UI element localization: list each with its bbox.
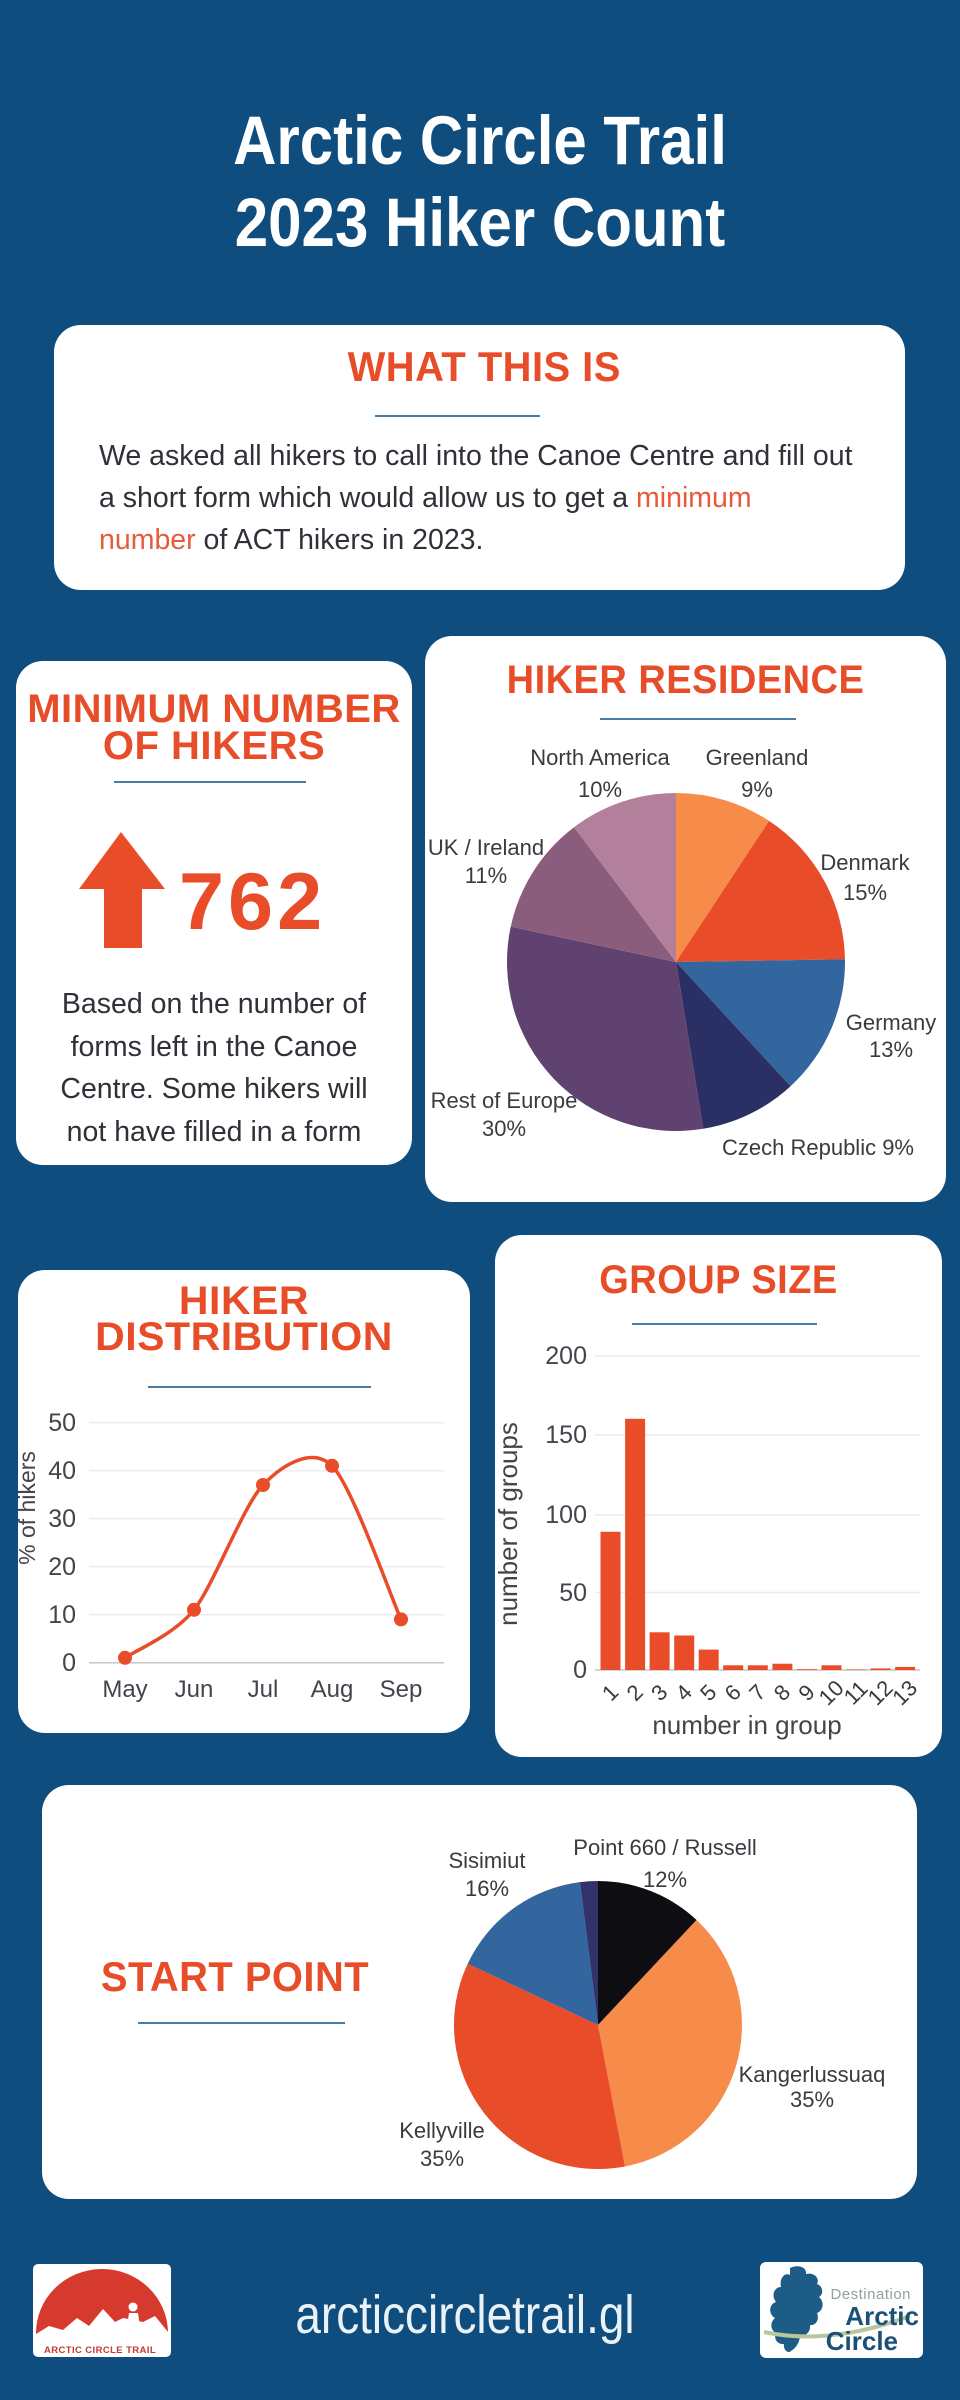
svg-text:20: 20 (48, 1553, 76, 1581)
svg-text:16%: 16% (465, 1876, 509, 1901)
svg-text:12%: 12% (643, 1867, 687, 1892)
svg-text:30%: 30% (482, 1116, 526, 1141)
svg-text:35%: 35% (790, 2087, 834, 2112)
svg-text:10: 10 (48, 1601, 76, 1629)
svg-text:Germany: Germany (846, 1010, 936, 1035)
svg-text:50: 50 (559, 1579, 587, 1607)
svg-text:11%: 11% (465, 863, 507, 888)
svg-text:5: 5 (695, 1679, 721, 1705)
svg-text:200: 200 (545, 1342, 587, 1370)
svg-text:15%: 15% (843, 880, 887, 905)
svg-text:0: 0 (573, 1656, 587, 1684)
svg-text:Sep: Sep (380, 1676, 423, 1703)
svg-text:3: 3 (646, 1679, 672, 1705)
svg-text:100: 100 (545, 1501, 587, 1529)
svg-text:Jun: Jun (175, 1676, 214, 1703)
svg-text:Arctic: Arctic (845, 2301, 919, 2331)
svg-text:7: 7 (744, 1679, 770, 1705)
svg-text:13%: 13% (869, 1037, 913, 1062)
svg-text:Destination: Destination (830, 2286, 911, 2303)
svg-text:ARCTIC CIRCLE TRAIL: ARCTIC CIRCLE TRAIL (44, 2345, 156, 2356)
svg-text:North America: North America (530, 745, 670, 770)
svg-text:Kangerlussuaq: Kangerlussuaq (739, 2062, 886, 2087)
svg-text:Czech Republic 9%: Czech Republic 9% (722, 1135, 914, 1160)
svg-text:50: 50 (48, 1409, 76, 1437)
svg-text:2: 2 (622, 1679, 648, 1705)
svg-text:number of groups: number of groups (495, 1422, 523, 1626)
svg-text:UK / Ireland: UK / Ireland (428, 835, 544, 860)
svg-text:Point 660 / Russell: Point 660 / Russell (573, 1835, 756, 1860)
svg-text:Aug: Aug (311, 1676, 354, 1703)
svg-text:% of hikers: % of hikers (18, 1451, 40, 1565)
svg-text:8: 8 (769, 1679, 795, 1705)
svg-text:Circle: Circle (826, 2326, 898, 2356)
svg-text:150: 150 (545, 1421, 587, 1449)
svg-text:May: May (102, 1676, 147, 1703)
svg-text:9%: 9% (741, 777, 773, 802)
svg-text:Kellyville: Kellyville (399, 2118, 485, 2143)
svg-text:1: 1 (597, 1679, 623, 1705)
svg-text:4: 4 (671, 1679, 697, 1705)
svg-text:Greenland: Greenland (706, 745, 809, 770)
svg-text:number in group: number in group (652, 1710, 841, 1740)
svg-text:Denmark: Denmark (820, 850, 910, 875)
svg-text:13: 13 (887, 1675, 922, 1710)
svg-text:0: 0 (62, 1649, 76, 1677)
svg-text:Sisimiut: Sisimiut (448, 1848, 525, 1873)
svg-text:6: 6 (720, 1679, 746, 1705)
svg-text:30: 30 (48, 1505, 76, 1533)
svg-text:Jul: Jul (248, 1676, 279, 1703)
svg-text:Rest of Europe: Rest of Europe (431, 1088, 578, 1113)
svg-text:40: 40 (48, 1457, 76, 1485)
svg-text:762: 762 (179, 857, 326, 947)
svg-text:35%: 35% (420, 2146, 464, 2171)
svg-text:10%: 10% (578, 777, 622, 802)
